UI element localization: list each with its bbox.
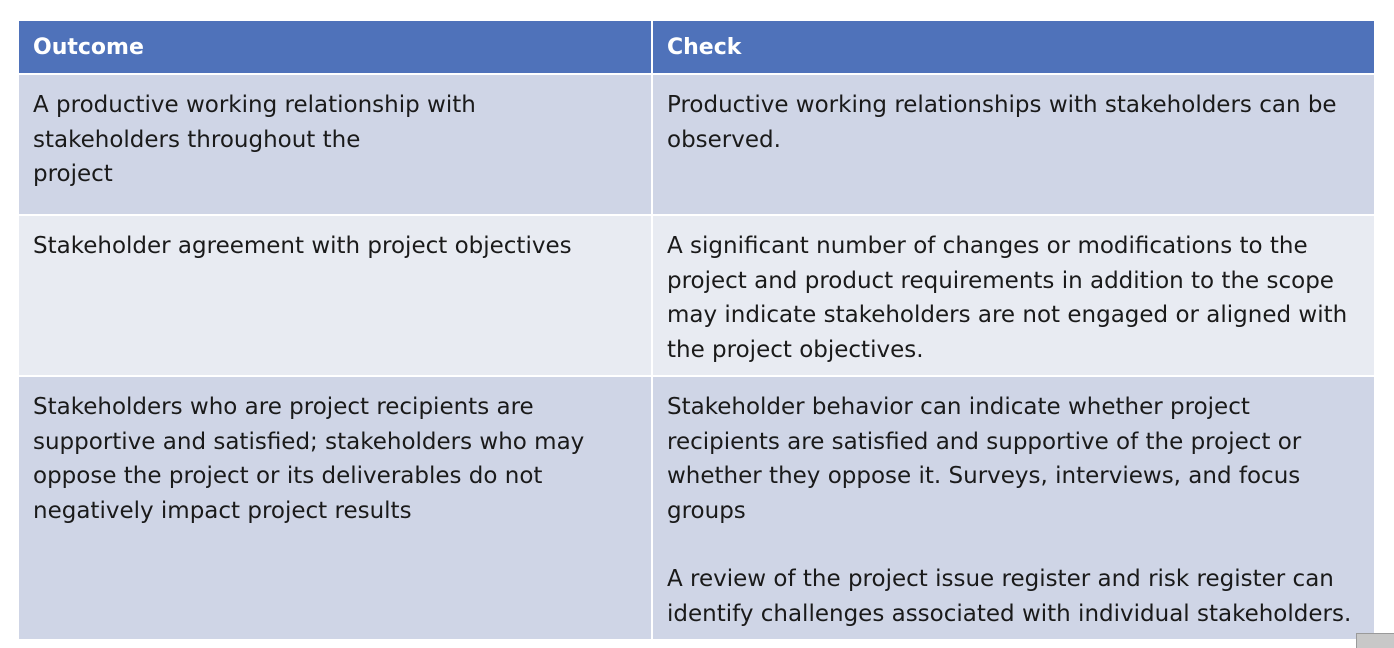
header-outcome: Outcome <box>17 19 653 75</box>
outcome-line: supportive and satisfied; stakeholders w… <box>33 428 585 455</box>
outcome-cell: Stakeholder agreement with project objec… <box>17 214 653 377</box>
table-row: Stakeholder agreement with project objec… <box>17 214 1376 377</box>
table-row: A productive working relationship with s… <box>17 73 1376 216</box>
check-line: identify challenges associated with indi… <box>667 600 1352 627</box>
table-row: Stakeholders who are project recipients … <box>17 375 1376 641</box>
outcome-check-table: Outcome Check A productive working relat… <box>17 19 1376 641</box>
check-line: Productive working relationships with st… <box>667 92 1337 118</box>
check-line: may indicate stakeholders are not engage… <box>667 302 1348 328</box>
check-cell: Productive working relationships with st… <box>651 73 1376 216</box>
outcome-line: negatively impact project results <box>33 497 412 524</box>
check-cell: A significant number of changes or modif… <box>651 214 1376 377</box>
check-line: project and product requirements in addi… <box>667 267 1334 294</box>
check-line: the project objectives. <box>667 336 924 363</box>
outcome-line: oppose the project or its deliverables d… <box>33 463 543 489</box>
header-check: Check <box>651 19 1376 75</box>
check-line: Stakeholder behavior can indicate whethe… <box>667 394 1250 420</box>
paragraph-gap <box>667 528 1360 562</box>
check-line: groups <box>667 497 746 524</box>
outcome-line: Stakeholders who are project recipients … <box>33 394 534 420</box>
outcome-cell: A productive working relationship with s… <box>17 73 653 216</box>
check-line: whether they oppose it. Surveys, intervi… <box>667 463 1301 489</box>
slide-thumbnail-icon[interactable] <box>1356 633 1394 648</box>
outcome-cell: Stakeholders who are project recipients … <box>17 375 653 641</box>
outcome-line: Stakeholder agreement with project objec… <box>33 233 572 259</box>
outcome-line: A productive working relationship with <box>33 92 476 118</box>
check-line: observed. <box>667 126 781 153</box>
table-header-row: Outcome Check <box>17 19 1376 75</box>
check-line: recipients are satisfied and supportive … <box>667 428 1302 455</box>
outcome-line: project <box>33 161 113 187</box>
outcome-line: stakeholders throughout the <box>33 126 361 153</box>
check-line: A significant number of changes or modif… <box>667 233 1308 259</box>
check-cell: Stakeholder behavior can indicate whethe… <box>651 375 1376 641</box>
check-line: A review of the project issue register a… <box>667 566 1334 592</box>
